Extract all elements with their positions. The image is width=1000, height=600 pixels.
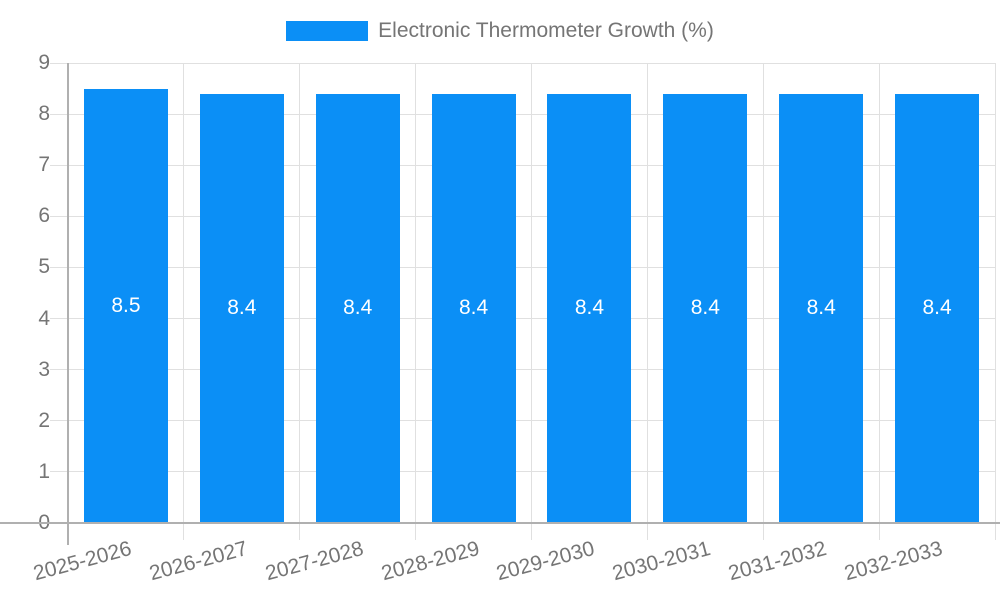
x-gridline [531, 63, 532, 540]
y-gridline [50, 369, 995, 371]
x-axis-line [0, 522, 1000, 524]
bar-value-label: 8.4 [343, 296, 373, 320]
bar-value-label: 8.5 [111, 293, 141, 317]
legend-label: Electronic Thermometer Growth (%) [378, 19, 714, 42]
y-gridline [50, 420, 995, 422]
y-axis-tick-label: 1 [38, 459, 50, 483]
y-axis-tick-label: 9 [38, 51, 50, 74]
legend[interactable]: Electronic Thermometer Growth (%) [0, 19, 1000, 43]
bar-value-label: 8.4 [227, 296, 257, 320]
y-gridline [50, 113, 995, 115]
bar: 8.4 [315, 93, 400, 523]
x-gridline [762, 63, 764, 540]
bar: 8.4 [431, 93, 516, 523]
x-gridline [183, 63, 185, 540]
y-axis-tick-label: 6 [38, 204, 50, 228]
y-axis-tick-label: 3 [38, 357, 50, 381]
bar-value-label: 8.4 [922, 296, 952, 320]
y-axis-tick-label: 7 [38, 153, 50, 177]
x-gridline [415, 63, 417, 540]
y-gridline [50, 164, 995, 166]
y-gridline [50, 215, 995, 217]
bar-value-label: 8.4 [806, 296, 836, 320]
y-gridline [50, 266, 995, 268]
y-axis-tick-label: 8 [38, 102, 50, 126]
x-gridline [878, 63, 880, 540]
bar: 8.4 [779, 93, 864, 523]
bar: 8.5 [83, 88, 168, 523]
bar: 8.4 [895, 93, 980, 523]
bar-value-label: 8.4 [458, 296, 489, 320]
x-gridline [646, 63, 648, 540]
y-axis-line [67, 63, 69, 545]
bar-value-label: 8.4 [690, 296, 720, 320]
legend-swatch [286, 21, 369, 41]
y-axis-tick-label: 2 [38, 408, 50, 432]
bar: 8.4 [199, 93, 284, 523]
y-gridline [50, 318, 995, 320]
bar: 8.4 [663, 93, 748, 523]
y-gridline [50, 471, 995, 473]
plot-area: 01234567898.58.48.48.48.48.48.48.42025-2… [31, 51, 996, 585]
y-axis-tick-label: 5 [38, 255, 50, 279]
bar-value-label: 8.4 [574, 296, 605, 320]
x-gridline [299, 63, 301, 540]
x-gridline [994, 63, 996, 540]
bar: 8.4 [547, 93, 632, 523]
y-gridline [50, 62, 995, 64]
y-axis-tick-label: 4 [38, 306, 50, 330]
